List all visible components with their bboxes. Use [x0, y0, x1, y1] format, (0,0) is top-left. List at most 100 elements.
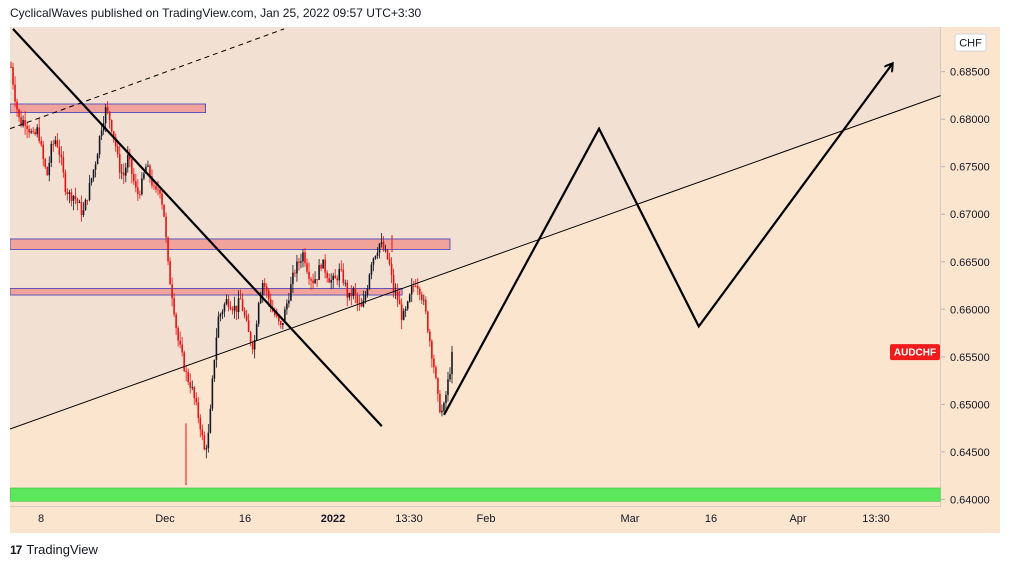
candle-body	[72, 195, 75, 201]
candle-body	[451, 351, 453, 375]
x-tick-label: 16	[239, 513, 251, 525]
candle-body	[330, 280, 332, 283]
candle-body	[173, 298, 175, 315]
y-tick-label: 0.68000	[950, 114, 990, 126]
currency-badge[interactable]	[954, 33, 987, 52]
candle-body	[292, 272, 294, 285]
candle-body	[185, 370, 187, 372]
upper-channel-shade	[10, 27, 941, 430]
candle-body	[62, 157, 65, 173]
candle-body	[439, 393, 441, 413]
candle-body	[143, 173, 145, 179]
candle-body	[16, 101, 18, 110]
candle-body	[338, 268, 341, 281]
x-tick-label: Feb	[477, 513, 496, 525]
candle-body	[114, 137, 117, 147]
candle-body	[404, 308, 407, 311]
candle-body	[98, 136, 101, 155]
candle-body	[396, 291, 399, 301]
candle-body	[322, 259, 324, 269]
candle-body	[159, 189, 161, 194]
candle-body	[356, 295, 359, 304]
candle-body	[344, 282, 347, 284]
candle-body	[155, 186, 157, 190]
candle-body	[169, 261, 171, 285]
candle-body	[320, 265, 322, 269]
candle-body	[265, 286, 268, 291]
candle-body	[298, 261, 300, 263]
time-scale[interactable]	[10, 507, 1000, 533]
candle-body	[402, 310, 405, 320]
candle-body	[175, 314, 177, 328]
candle-body	[163, 204, 165, 217]
candle-body	[441, 410, 443, 413]
candle-body	[310, 279, 312, 281]
candle-body	[221, 311, 224, 315]
candle-body	[141, 178, 143, 195]
candle-body	[416, 285, 419, 289]
candle-body	[261, 282, 264, 295]
x-tick-label: 8	[38, 513, 44, 525]
candle-body	[278, 316, 280, 322]
candle-body	[435, 367, 437, 379]
candle-body	[229, 307, 232, 310]
candle-body	[34, 131, 36, 135]
candle-body	[342, 269, 345, 283]
candle-body	[48, 162, 51, 176]
candle-body	[92, 169, 95, 179]
candle-body	[376, 252, 379, 256]
candle-body	[145, 166, 147, 174]
x-tick-label: 2022	[321, 513, 345, 525]
candle-body	[177, 327, 179, 341]
candle-body	[122, 172, 125, 176]
x-tick-label: Apr	[789, 513, 806, 525]
candle-body	[24, 120, 26, 126]
candle-body	[90, 178, 93, 183]
candle-body	[312, 280, 314, 284]
candle-body	[12, 67, 14, 85]
candle-body	[362, 300, 365, 307]
candle-body	[129, 154, 131, 160]
x-tick-label: Mar	[621, 513, 640, 525]
candle-body	[316, 279, 318, 281]
candle-body	[431, 341, 433, 359]
candle-body	[58, 146, 61, 155]
candle-body	[30, 131, 32, 133]
candle-body	[217, 316, 220, 338]
candle-body	[139, 194, 141, 195]
y-tick-label: 0.65500	[950, 352, 990, 364]
candle-body	[360, 303, 363, 307]
candle-body	[211, 378, 214, 409]
candle-body	[253, 340, 256, 350]
price-scale[interactable]	[941, 27, 1000, 507]
candle-body	[412, 285, 415, 287]
candle-body	[191, 387, 194, 389]
candle-body	[171, 284, 173, 299]
candle-body	[364, 295, 367, 301]
candle-body	[116, 146, 119, 155]
y-tick-label: 0.64000	[950, 494, 990, 506]
candle-body	[205, 448, 208, 450]
candle-body	[14, 84, 16, 102]
candle-body	[259, 294, 262, 304]
candle-body	[74, 195, 77, 199]
candle-body	[203, 435, 206, 450]
candle-body	[215, 337, 218, 360]
candle-body	[346, 282, 349, 298]
candle-body	[366, 288, 369, 296]
candle-body	[290, 284, 292, 301]
candle-body	[183, 352, 185, 371]
candle-body	[10, 66, 12, 68]
y-tick-label: 0.64500	[950, 447, 990, 459]
candle-body	[153, 185, 155, 187]
candle-body	[394, 291, 397, 293]
candle-body	[40, 141, 43, 145]
candle-body	[384, 249, 387, 251]
candle-body	[324, 259, 326, 273]
support-zone	[10, 487, 941, 502]
candle-body	[207, 432, 210, 449]
last-price-tag: AUDCHF	[890, 344, 940, 361]
candle-body	[420, 294, 423, 301]
candle-body	[300, 261, 302, 263]
